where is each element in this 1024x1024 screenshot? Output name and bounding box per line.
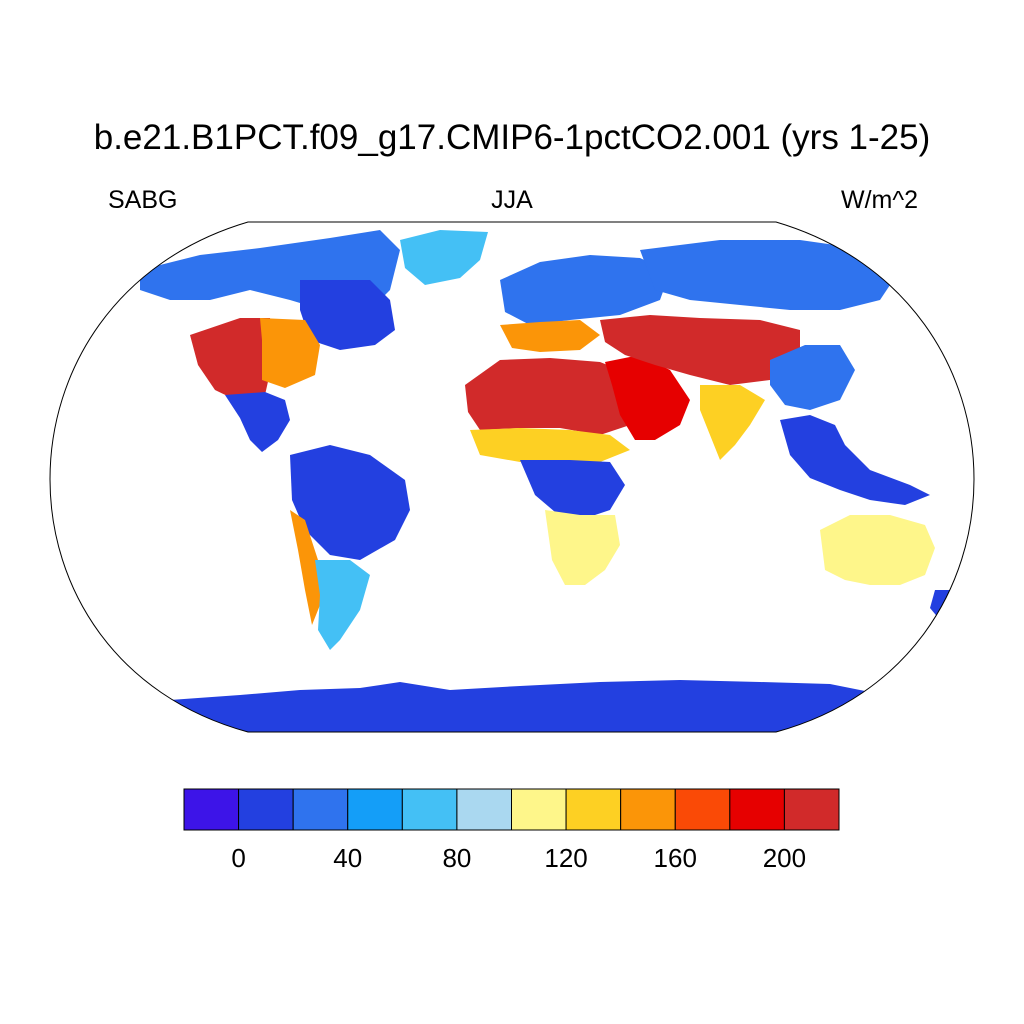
colorbar-box xyxy=(565,788,622,831)
region-south-america-andes xyxy=(290,510,322,625)
region-sahara xyxy=(465,358,635,435)
region-south-america-south xyxy=(315,560,370,650)
region-australia xyxy=(820,515,935,585)
plot-title: b.e21.B1PCT.f09_g17.CMIP6-1pctCO2.001 (y… xyxy=(93,118,931,157)
colorbar-box xyxy=(238,788,294,831)
region-antarctica xyxy=(170,680,870,732)
region-europe-north xyxy=(500,255,670,325)
map-outline xyxy=(49,221,975,733)
colorbar-box xyxy=(729,788,785,831)
region-central-africa xyxy=(520,460,625,520)
variable-label: SABG xyxy=(108,186,178,214)
region-india xyxy=(700,385,765,460)
colorbar-box xyxy=(620,788,676,831)
colorbar-box xyxy=(511,788,567,831)
colorbar-tick-label: 200 xyxy=(763,843,806,873)
colorbar: 0 40 80 120 160 200 xyxy=(183,788,840,873)
colorbar-tick-label: 0 xyxy=(231,843,245,873)
region-china-east xyxy=(770,345,855,410)
colorbar-box xyxy=(456,788,512,831)
region-southern-africa xyxy=(545,510,620,585)
region-europe-south xyxy=(500,320,600,352)
region-sahel xyxy=(470,428,630,462)
region-arabia xyxy=(605,355,690,440)
region-southeast-asia xyxy=(780,415,930,505)
colorbar-tick-label: 160 xyxy=(654,843,697,873)
region-siberia xyxy=(640,240,900,310)
colorbar-tick-label: 120 xyxy=(544,843,587,873)
region-central-america xyxy=(225,392,290,452)
region-greenland xyxy=(400,230,488,285)
region-south-america-amazon xyxy=(290,445,410,560)
colorbar-box xyxy=(183,788,240,831)
colorbar-box xyxy=(347,788,403,831)
colorbar-box xyxy=(401,788,458,831)
region-us-southwest xyxy=(190,318,275,402)
region-central-asia xyxy=(600,315,800,385)
colorbar-tick-label: 80 xyxy=(442,843,471,873)
season-label: JJA xyxy=(491,186,533,214)
colorbar-box xyxy=(674,788,731,831)
land-fields xyxy=(140,230,974,732)
colorbar-tick-label: 40 xyxy=(333,843,362,873)
colorbar-box xyxy=(783,788,840,831)
region-us-plains xyxy=(260,318,320,388)
units-label: W/m^2 xyxy=(840,186,918,214)
colorbar-box xyxy=(292,788,349,831)
region-canada-east xyxy=(300,280,395,350)
